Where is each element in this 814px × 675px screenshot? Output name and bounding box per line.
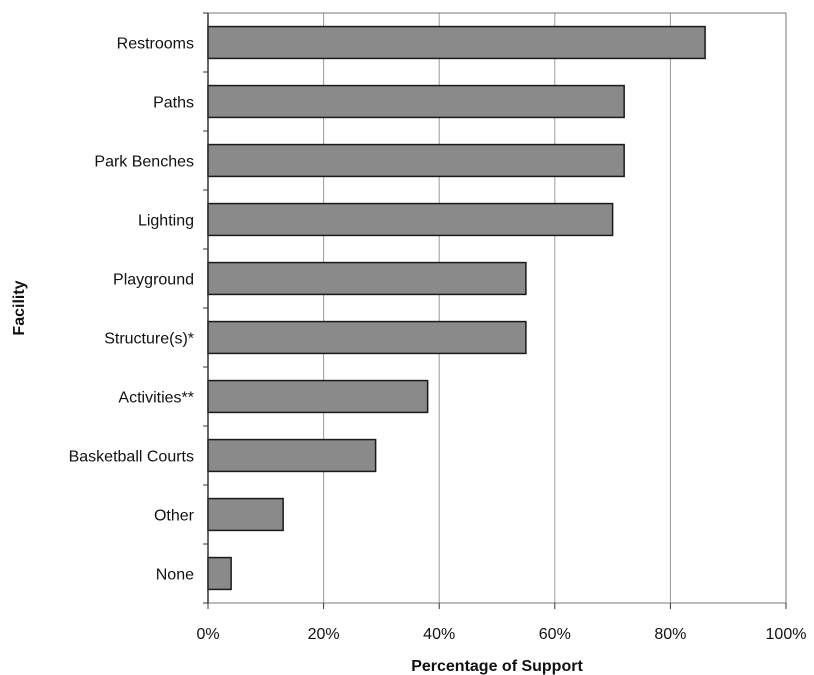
bar-activities xyxy=(207,379,429,414)
category-label: Paths xyxy=(153,95,194,112)
tick-labels: 0% 20% 40% 60% 80% 100% xyxy=(196,626,806,643)
category-label: Basketball Courts xyxy=(69,449,194,466)
y-axis-title: Facility xyxy=(11,280,28,335)
bars xyxy=(207,25,706,591)
x-tick-label: 60% xyxy=(539,626,571,643)
category-label: Park Benches xyxy=(94,154,194,171)
category-label: Playground xyxy=(113,272,194,289)
bar-playground xyxy=(207,261,527,296)
x-tick-label: 20% xyxy=(308,626,340,643)
bar-restrooms xyxy=(207,25,706,60)
bar-lighting xyxy=(207,202,614,237)
category-labels: Restrooms Paths Park Benches Lighting Playgr… xyxy=(69,36,195,584)
bar-basketball-courts xyxy=(207,438,377,473)
bar-park-benches xyxy=(207,143,625,178)
bar-paths xyxy=(207,84,625,119)
x-tick-label: 0% xyxy=(196,626,219,643)
x-tick-label: 40% xyxy=(423,626,455,643)
category-label: Restrooms xyxy=(117,36,194,53)
x-tick-label: 100% xyxy=(766,626,807,643)
category-label: Other xyxy=(154,508,195,525)
category-label: None xyxy=(156,567,194,584)
category-label: Structure(s)* xyxy=(104,331,194,348)
category-label: Activities** xyxy=(118,390,194,407)
x-axis-title: Percentage of Support xyxy=(411,658,583,675)
bar-none xyxy=(207,556,232,591)
category-label: Lighting xyxy=(138,213,194,230)
x-tick-label: 80% xyxy=(654,626,686,643)
axes xyxy=(203,12,787,609)
bar-other xyxy=(207,497,284,532)
bar-structure-s xyxy=(207,320,527,355)
